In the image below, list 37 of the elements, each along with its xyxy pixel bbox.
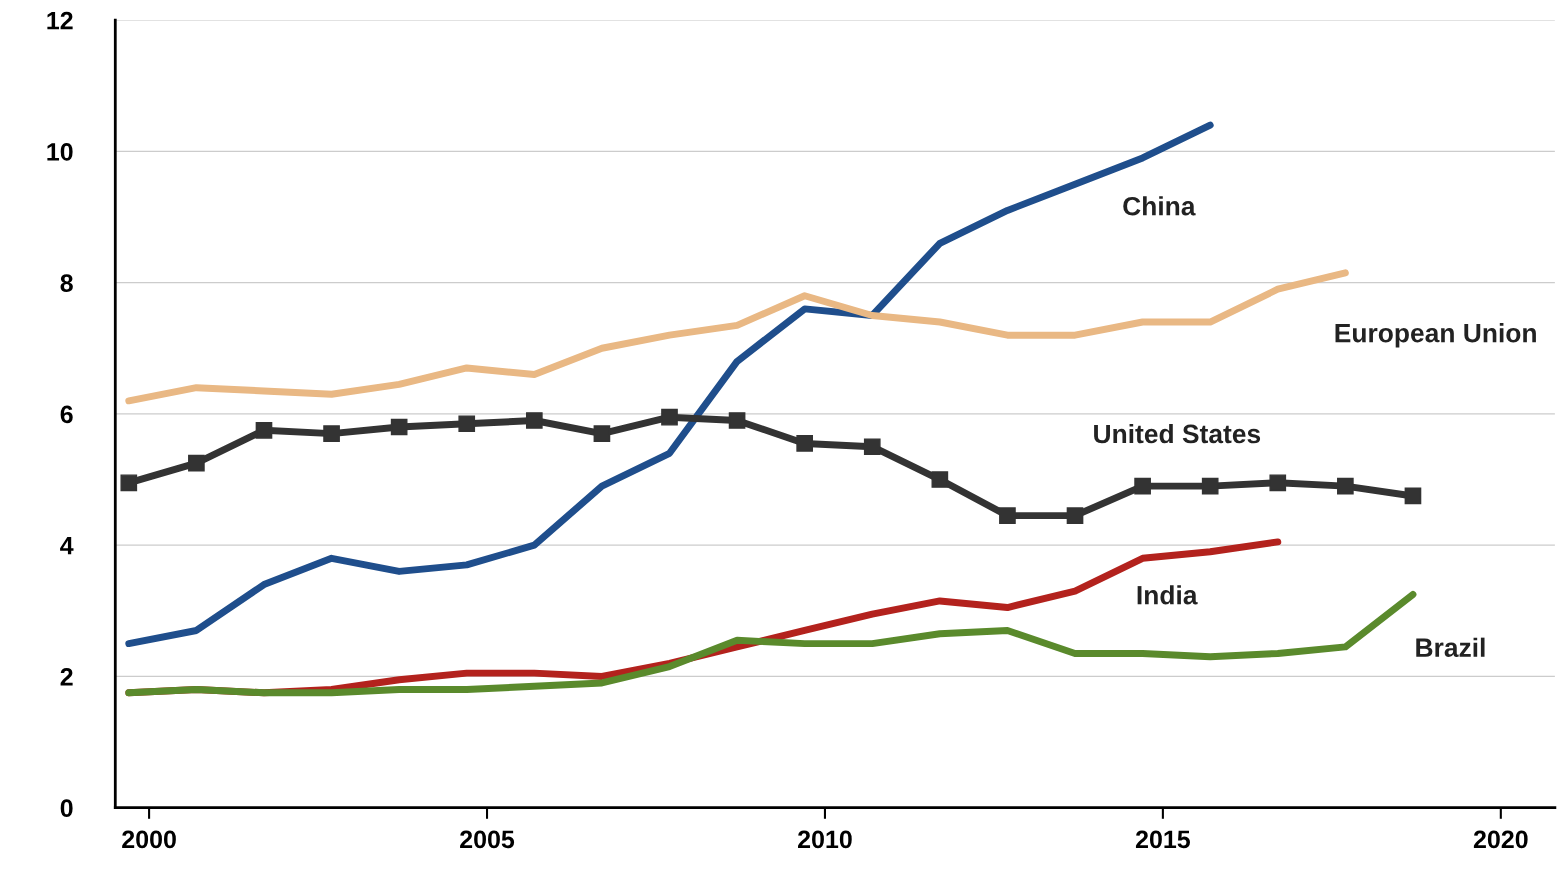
point [525,412,543,429]
point [593,425,611,442]
point [1404,487,1422,505]
point [863,438,881,456]
x-tick-label: 2015 [1135,830,1190,849]
point [1066,507,1084,524]
point [120,474,138,492]
series-label: European Union [1335,323,1536,348]
x-tick-label: 2005 [460,830,515,849]
point [255,421,273,439]
point [931,471,949,488]
point [661,408,678,426]
point [999,507,1016,524]
point [323,425,340,442]
x-tick-label: 2000 [122,830,176,849]
series-label: United States [1094,423,1261,444]
y-tick-label: 4 [60,537,74,555]
x-tick-label: 2010 [798,830,852,849]
y-tick-label: 0 [60,799,73,817]
series-label: India [1137,585,1198,605]
point [1269,474,1287,492]
series-label: Brazil [1416,637,1485,658]
point [1201,477,1219,495]
y-tick-label: 12 [47,11,73,30]
y-tick-label: 10 [47,143,73,161]
y-tick-label: 6 [60,405,73,424]
point [728,412,746,429]
point [458,415,476,433]
point [1134,477,1151,495]
point [188,454,205,472]
y-tick-label: 2 [60,668,73,686]
point [796,435,814,452]
series-label: China [1123,196,1196,216]
point [1337,477,1354,495]
point [390,418,408,436]
x-tick-label: 2020 [1473,830,1528,849]
y-tick-label: 8 [60,274,73,292]
